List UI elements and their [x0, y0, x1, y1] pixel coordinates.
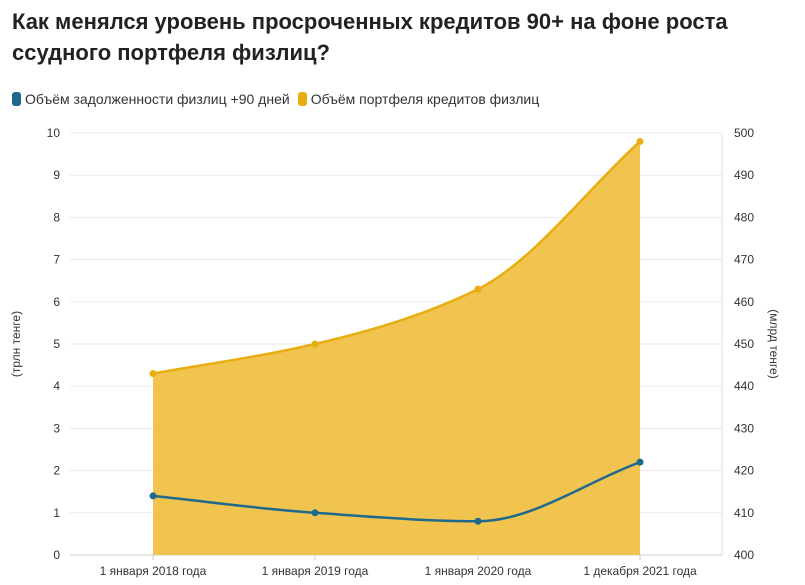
legend-item-portfolio[interactable]: Объём портфеля кредитов физлиц [297, 91, 540, 107]
y-tick-left: 4 [53, 379, 60, 393]
x-tick-label: 1 января 2018 года [100, 564, 207, 578]
legend: Объём задолженности физлиц +90 дней Объё… [12, 91, 539, 107]
y-tick-right: 430 [734, 421, 754, 435]
overdue-point [149, 492, 157, 500]
legend-label-portfolio: Объём портфеля кредитов физлиц [310, 91, 540, 107]
portfolio-line [152, 140, 641, 375]
chart-title: Как менялся уровень просроченных кредито… [12, 9, 728, 65]
y-tick-left: 3 [53, 421, 60, 435]
portfolio-point [311, 340, 319, 348]
y-tick-right: 440 [734, 379, 754, 393]
y-tick-left: 5 [53, 337, 60, 351]
y-tick-left: 9 [53, 168, 60, 182]
overdue-point [636, 458, 644, 466]
y-axis-label-right: (млрд тенге) [767, 309, 781, 378]
legend-label-overdue: Объём задолженности физлиц +90 дней [25, 91, 290, 107]
y-tick-right: 470 [734, 253, 754, 267]
y-tick-right: 400 [734, 548, 754, 562]
y-tick-right: 410 [734, 506, 754, 520]
y-tick-right: 500 [734, 126, 754, 140]
portfolio-point [474, 285, 482, 293]
y-tick-right: 460 [734, 295, 754, 309]
y-tick-left: 10 [47, 126, 61, 140]
y-tick-left: 0 [53, 548, 60, 562]
portfolio-area [153, 141, 640, 555]
y-tick-left: 7 [53, 253, 60, 267]
x-tick-label: 1 января 2020 года [425, 564, 532, 578]
y-tick-left: 6 [53, 295, 60, 309]
y-tick-right: 480 [734, 210, 754, 224]
y-tick-left: 2 [53, 464, 60, 478]
y-tick-right: 490 [734, 168, 754, 182]
y-tick-right: 450 [734, 337, 754, 351]
x-tick-label: 1 января 2019 года [262, 564, 369, 578]
legend-swatch-overdue [12, 92, 21, 106]
portfolio-point [149, 370, 157, 378]
portfolio-point [636, 137, 644, 145]
y-tick-left: 1 [53, 506, 60, 520]
legend-item-overdue[interactable]: Объём задолженности физлиц +90 дней [12, 91, 290, 107]
y-tick-right: 420 [734, 464, 754, 478]
y-tick-left: 8 [53, 210, 60, 224]
overdue-point [474, 517, 482, 525]
y-axis-label-left: (трлн тенге) [9, 311, 23, 377]
overdue-line [152, 460, 641, 523]
legend-swatch-portfolio [297, 92, 307, 106]
overdue-point [311, 509, 319, 517]
x-tick-label: 1 декабря 2021 года [583, 564, 697, 578]
